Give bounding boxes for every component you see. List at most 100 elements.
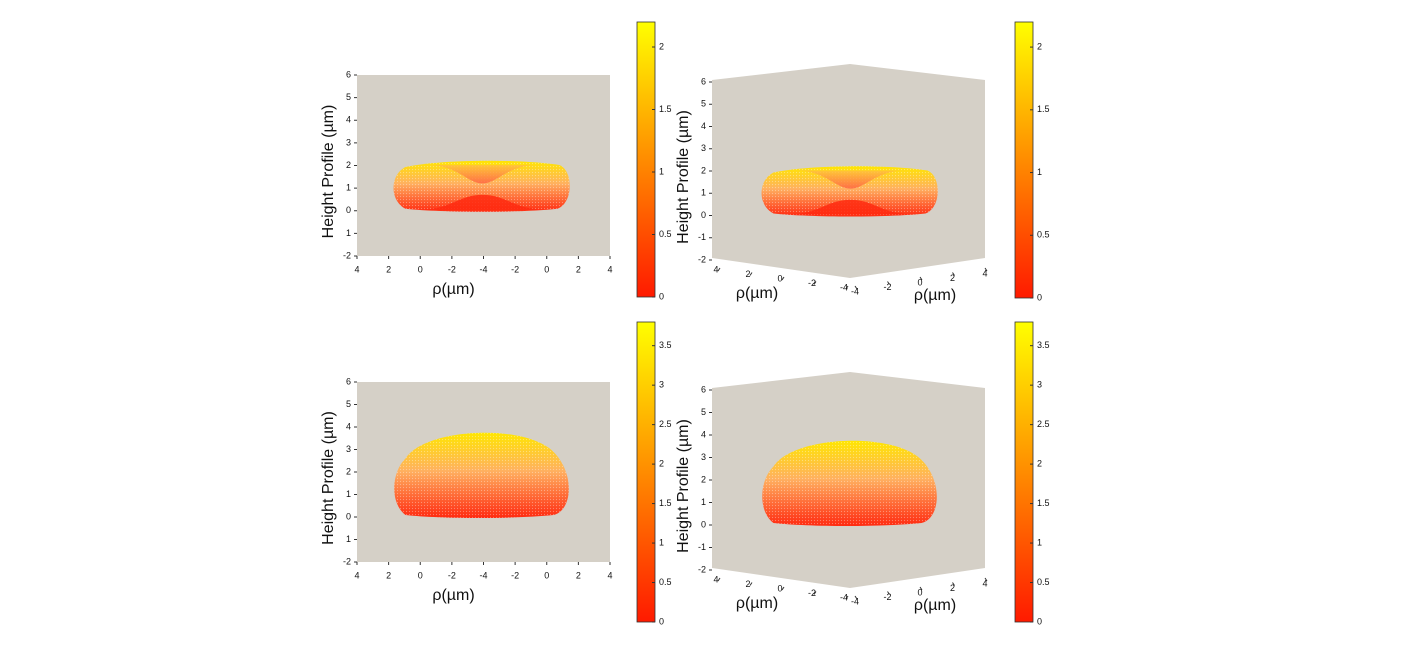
y-tick-label: 6 [346,376,351,386]
x-tick-label: 0 [418,570,423,580]
x-tick [717,267,721,272]
x2-tick-label: -2 [883,592,891,602]
x-tick-label: -2 [448,264,456,274]
x-tick [781,586,785,591]
y-axis-label: Height Profile (µm) [675,419,692,553]
y-tick-label: 3 [346,444,351,454]
x-tick-label: 2 [745,579,750,589]
x2-tick [854,285,858,290]
x2-tick-label: 2 [950,273,955,283]
x2-tick [952,272,955,276]
x2-tick [984,577,988,582]
y-tick-label: 0 [346,511,351,521]
y-tick-label: 3 [701,143,706,153]
x2-tick [919,276,923,281]
x-tick-label: 2 [386,570,391,580]
y-tick-label: 6 [346,69,351,79]
y-tick-label: 0 [701,519,706,529]
y-axis-label: Height Profile (µm) [675,110,692,244]
x-tick-label: 4 [354,264,359,274]
y-tick-label: 0 [346,205,351,215]
colorbar-tick-label: 2.5 [1037,419,1050,429]
x2-tick-label: 4 [607,570,612,580]
x-tick-label: 4 [713,574,718,584]
x-axis-label: ρ(µm) [432,281,474,298]
y-tick-label: 0 [701,210,706,220]
x-tick-label: -4 [479,264,487,274]
x2-tick-label: -2 [511,570,519,580]
y-tick-label: 5 [346,399,351,409]
x-tick [717,577,721,582]
x-tick-label: -2 [808,588,816,598]
colorbar-tick-label: 0 [659,616,664,626]
x2-tick-label: 2 [950,583,955,593]
cell-dimple-top [427,164,538,184]
cell-dimple-top [795,170,906,189]
y-tick-label: 6 [701,384,706,394]
y-tick-label: 2 [346,466,351,476]
colorbar-tick-label: 1.5 [659,104,672,114]
cell-texture [393,160,570,212]
y-tick-label: 4 [346,115,351,125]
x2-tick-label: 4 [982,268,987,278]
y-tick-label: 2 [701,474,706,484]
x-tick-label: 0 [418,264,423,274]
x-axis-label: ρ(µm) [432,587,474,604]
y-tick-label: -2 [698,254,706,264]
colorbar-tick-label: 1 [1037,537,1042,547]
colorbar-tick-label: 2 [1037,458,1042,468]
cell-texture [394,432,569,518]
y-tick-label: 5 [346,92,351,102]
x-tick [749,272,753,276]
colorbar-tick-label: 1.5 [659,498,672,508]
x2-tick [887,281,890,285]
x-tick-label: -2 [808,278,816,288]
x-axis-label: ρ(µm) [736,595,778,612]
y-tick-label: 1 [346,489,351,499]
y-tick-label: 4 [701,121,706,131]
x2-tick-label: 4 [982,578,987,588]
colorbar-tick-label: 2 [659,458,664,468]
y-tick-label: 3 [701,452,706,462]
x-tick [813,281,817,285]
x-tick-label: -4 [840,282,848,292]
x2-tick-label: 4 [607,264,612,274]
x2-tick-label: 0 [544,570,549,580]
cell-dimple-bottom [785,199,916,215]
y-tick-label: 1 [701,188,706,198]
x2-tick [887,591,890,595]
x-tick [845,595,849,600]
cell-dimple-bottom [417,194,548,210]
x-tick-label: -2 [448,570,456,580]
panel: -2 1 0 1 2 3 4 5 6 Height Profile (µm) 4 2 0 -2 -4 -2 0 2… [320,321,672,626]
y-tick-label: 1 [346,183,351,193]
x2-tick [854,595,858,600]
x2-axis-label: ρ(µm) [914,287,956,304]
colorbar-tick-label: 3 [1037,380,1042,390]
x2-tick-label: 0 [917,587,922,597]
panel: -2 1 0 1 2 3 4 5 6 Height Profile (µm) 4 2 0 -2 -4 -2 0 2… [320,21,672,301]
x2-tick-label: -4 [851,596,859,606]
x-tick-label: 2 [386,264,391,274]
x-tick-label: 4 [354,570,359,580]
x2-tick-label: -2 [883,282,891,292]
x2-tick [952,582,955,586]
colorbar-tick-label: 2 [659,41,664,51]
colorbar-tick-label: 0.5 [1037,230,1050,240]
y-tick-label: 2 [346,160,351,170]
y-tick-label: 4 [346,421,351,431]
x2-tick-label: 2 [576,264,581,274]
colorbar-tick-label: 1 [659,166,664,176]
colorbar-tick-label: 0 [1037,292,1042,302]
x-tick [749,582,753,586]
y-tick-label: -1 [698,542,706,552]
y-tick-label: -2 [343,556,351,566]
panel: -2 -1 0 1 2 3 4 5 6 Height Profile (µm) 4 2 0 -2 -4 -4 -… [675,321,1050,626]
y-tick-label: 1 [346,534,351,544]
x-tick-label: 4 [713,264,718,274]
x-tick-label: -4 [840,592,848,602]
colorbar-tick-label: 3 [659,380,664,390]
x2-tick-label: -2 [511,264,519,274]
y-axis-label: Height Profile (µm) [320,411,337,545]
